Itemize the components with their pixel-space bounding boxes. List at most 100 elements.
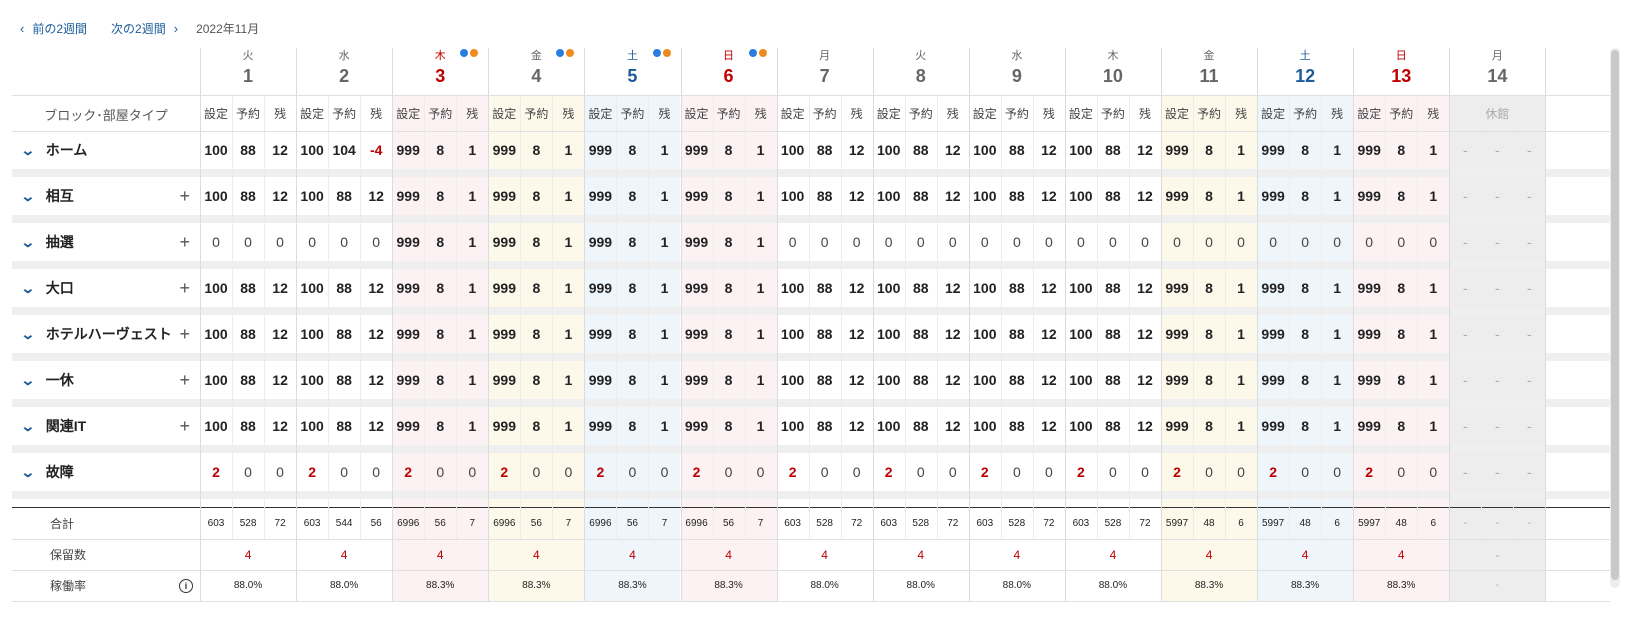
inventory-cell[interactable]: 8: [1205, 188, 1213, 204]
inventory-cell[interactable]: 999: [1165, 372, 1189, 388]
chevron-down-icon[interactable]: ⌄: [20, 279, 36, 296]
inventory-cell[interactable]: 100: [877, 280, 901, 296]
scrollbar-thumb[interactable]: [1611, 50, 1619, 580]
inventory-cell[interactable]: 100: [1069, 326, 1093, 342]
inventory-cell[interactable]: 0: [1173, 234, 1181, 250]
inventory-cell[interactable]: 88: [1009, 142, 1025, 158]
inventory-cell[interactable]: 88: [1105, 326, 1121, 342]
inventory-cell[interactable]: 999: [588, 326, 613, 342]
inventory-cell[interactable]: 999: [588, 142, 613, 158]
inventory-cell[interactable]: 1: [660, 372, 669, 388]
chevron-down-icon[interactable]: ⌄: [20, 417, 36, 434]
inventory-cell[interactable]: 8: [1301, 372, 1310, 388]
inventory-cell[interactable]: 999: [396, 188, 420, 204]
inventory-cell[interactable]: 1: [1429, 142, 1438, 158]
inventory-cell[interactable]: 1: [1333, 326, 1342, 342]
inventory-cell[interactable]: 999: [684, 280, 709, 296]
inventory-cell[interactable]: 999: [1165, 142, 1189, 158]
inventory-cell[interactable]: 100: [877, 142, 901, 158]
inventory-cell[interactable]: 12: [368, 372, 384, 388]
inventory-cell[interactable]: 1: [564, 142, 573, 158]
inventory-cell[interactable]: 88: [816, 142, 833, 158]
inventory-cell[interactable]: 1: [1333, 280, 1342, 296]
inventory-cell[interactable]: 999: [1165, 188, 1189, 204]
inventory-cell[interactable]: 1: [564, 280, 573, 296]
inventory-cell[interactable]: 2: [500, 464, 509, 480]
inventory-cell[interactable]: 100: [204, 188, 228, 204]
inventory-cell[interactable]: 8: [1205, 418, 1213, 434]
inventory-cell[interactable]: 88: [240, 418, 256, 434]
inventory-cell[interactable]: 999: [588, 372, 613, 388]
inventory-cell[interactable]: 999: [492, 372, 516, 388]
inventory-cell[interactable]: 2: [404, 464, 413, 480]
inventory-cell[interactable]: 999: [1261, 142, 1285, 158]
day-number[interactable]: 6: [723, 65, 734, 86]
inventory-cell[interactable]: 8: [724, 326, 733, 342]
inventory-cell[interactable]: 0: [660, 464, 669, 480]
day-number[interactable]: 1: [243, 65, 254, 86]
inventory-cell[interactable]: 1: [756, 234, 765, 250]
inventory-cell[interactable]: 999: [684, 188, 709, 204]
day-number[interactable]: 5: [627, 65, 638, 86]
inventory-cell[interactable]: 2: [884, 464, 893, 480]
inventory-cell[interactable]: 0: [564, 464, 573, 480]
inventory-cell[interactable]: 999: [492, 418, 516, 434]
inventory-cell[interactable]: 8: [436, 326, 445, 342]
inventory-cell[interactable]: 1: [1429, 372, 1438, 388]
inventory-cell[interactable]: 88: [912, 372, 929, 388]
inventory-cell[interactable]: 0: [532, 464, 541, 480]
inventory-cell[interactable]: 999: [684, 418, 709, 434]
inventory-cell[interactable]: 100: [973, 142, 997, 158]
inventory-cell[interactable]: 100: [1069, 280, 1093, 296]
inventory-cell[interactable]: 88: [816, 418, 833, 434]
inventory-cell[interactable]: 1: [756, 418, 765, 434]
inventory-cell[interactable]: 1: [1333, 188, 1342, 204]
inventory-cell[interactable]: 1: [468, 234, 477, 250]
inventory-cell[interactable]: 2: [1269, 464, 1277, 480]
inventory-cell[interactable]: 0: [1237, 234, 1245, 250]
inventory-cell[interactable]: 1: [1237, 418, 1245, 434]
row-label-7[interactable]: ⌄ 故障: [12, 453, 200, 491]
inventory-cell[interactable]: 1: [1429, 280, 1438, 296]
inventory-cell[interactable]: 999: [1357, 142, 1381, 158]
inventory-cell[interactable]: 88: [336, 418, 352, 434]
inventory-cell[interactable]: 999: [1261, 280, 1285, 296]
inventory-cell[interactable]: 8: [1301, 280, 1310, 296]
inventory-cell[interactable]: 8: [628, 280, 637, 296]
inventory-cell[interactable]: 0: [916, 464, 925, 480]
inventory-cell[interactable]: 8: [532, 326, 541, 342]
inventory-cell[interactable]: 12: [1041, 280, 1057, 296]
inventory-cell[interactable]: 100: [973, 188, 997, 204]
inventory-cell[interactable]: 0: [1429, 234, 1438, 250]
inventory-cell[interactable]: 12: [1041, 372, 1057, 388]
inventory-cell[interactable]: 100: [973, 372, 997, 388]
inventory-cell[interactable]: 100: [1069, 372, 1093, 388]
vertical-scrollbar[interactable]: [1610, 48, 1620, 588]
inventory-cell[interactable]: 12: [1137, 326, 1153, 342]
inventory-cell[interactable]: 100: [204, 326, 228, 342]
inventory-cell[interactable]: 100: [1069, 418, 1093, 434]
inventory-cell[interactable]: 88: [240, 142, 256, 158]
inventory-cell[interactable]: 0: [628, 464, 637, 480]
inventory-cell[interactable]: 12: [368, 326, 384, 342]
next-2-weeks-button[interactable]: 次の2週間 ›: [111, 20, 178, 37]
inventory-cell[interactable]: 999: [396, 372, 420, 388]
inventory-cell[interactable]: 8: [532, 280, 541, 296]
inventory-cell[interactable]: 0: [1205, 234, 1213, 250]
inventory-cell[interactable]: 1: [564, 188, 573, 204]
inventory-cell[interactable]: 0: [1301, 464, 1310, 480]
inventory-cell[interactable]: 12: [1041, 142, 1057, 158]
inventory-cell[interactable]: 100: [877, 418, 901, 434]
inventory-cell[interactable]: 0: [788, 234, 797, 250]
inventory-cell[interactable]: 8: [1397, 188, 1406, 204]
inventory-cell[interactable]: 0: [1333, 234, 1342, 250]
inventory-cell[interactable]: 0: [1205, 464, 1213, 480]
inventory-cell[interactable]: 12: [944, 326, 961, 342]
inventory-cell[interactable]: 12: [368, 280, 384, 296]
inventory-cell[interactable]: 999: [1357, 372, 1381, 388]
inventory-cell[interactable]: 8: [436, 418, 445, 434]
inventory-cell[interactable]: 88: [240, 280, 256, 296]
plus-icon[interactable]: +: [179, 323, 190, 344]
inventory-cell[interactable]: 1: [468, 188, 477, 204]
inventory-cell[interactable]: 0: [340, 464, 349, 480]
